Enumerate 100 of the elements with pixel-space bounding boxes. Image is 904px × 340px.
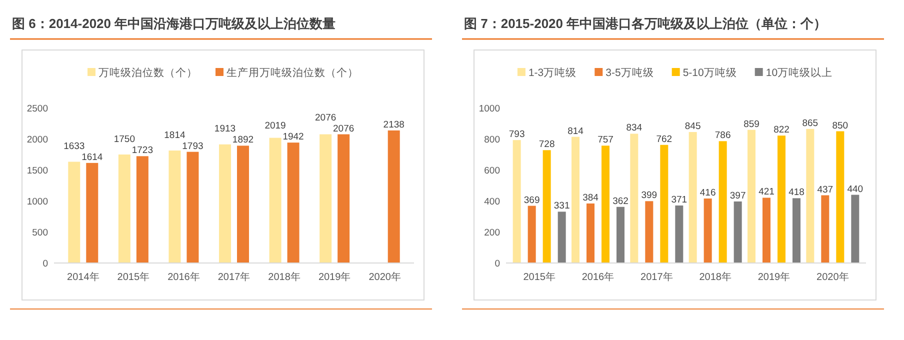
y-tick-label: 2000 [26,134,48,146]
y-tick-label: 500 [32,228,48,238]
x-tick-label: 2014年 [67,271,100,283]
x-tick-label: 2015年 [523,271,556,283]
y-tick-label: 1000 [26,196,48,208]
data-label: 793 [508,129,525,140]
bar [388,130,400,263]
x-tick-label: 2015年 [117,271,150,283]
x-tick-label: 2017年 [640,271,673,283]
data-label: 762 [656,134,672,145]
bar [168,150,181,263]
data-label: 786 [714,130,731,142]
data-label: 1723 [132,145,153,156]
bar [287,142,300,263]
data-label: 371 [671,194,688,206]
bar [68,162,80,263]
legend-label: 1-3万吨级 [528,66,577,79]
bar [186,152,199,263]
data-label: 1633 [64,140,85,152]
data-label: 2076 [315,112,336,124]
bar [269,138,282,263]
data-label: 1793 [182,140,204,152]
data-label: 2019 [264,120,286,132]
bar [586,203,594,263]
data-label: 845 [684,121,701,132]
data-label: 1614 [82,152,103,163]
bar [762,198,770,263]
x-tick-label: 2019年 [318,271,351,283]
bar [320,134,332,263]
legend-label: 3-5万吨级 [606,66,654,79]
bar [542,150,551,263]
y-tick-label: 400 [484,196,500,208]
bar [704,198,712,263]
y-tick-label: 1500 [26,166,48,176]
data-label: 397 [730,190,746,202]
bar [219,144,231,263]
x-tick-label: 2019年 [758,271,790,283]
y-tick-label: 600 [484,166,500,176]
data-label: 757 [598,134,614,146]
bar [688,132,697,263]
data-label: 369 [524,194,540,206]
y-tick-label: 0 [494,258,500,270]
bar [602,146,610,263]
bar [558,212,566,263]
data-label: 1913 [214,124,236,135]
chart-title: 图 7：2015-2020 年中国港口各万吨级及以上泊位（单位：个） [464,16,827,31]
x-tick-label: 2016年 [168,271,200,283]
bar [748,130,756,263]
legend-label: 万吨级泊位数（个） [98,66,198,79]
bar [237,146,249,263]
x-tick-label: 2020年 [816,271,849,283]
bar [851,194,860,263]
data-label: 2076 [333,123,354,134]
x-tick-label: 2017年 [218,271,250,283]
legend-label: 5-10万吨级 [682,66,737,79]
bar [338,134,350,263]
bar [836,131,844,263]
x-tick-label: 2016年 [582,271,614,283]
data-label: 822 [774,124,790,136]
data-label: 416 [700,188,716,199]
y-tick-label: 200 [484,228,500,238]
y-tick-label: 800 [484,134,500,146]
legend-label: 10万吨级以上 [766,66,833,79]
data-label: 865 [802,118,818,129]
y-tick-label: 1000 [478,104,500,114]
y-tick-label: 2500 [26,104,48,114]
x-tick-label: 2020年 [368,271,401,283]
data-label: 362 [612,196,628,207]
data-label: 440 [847,184,864,195]
data-label: 418 [788,187,804,198]
data-label: 1750 [114,134,135,146]
bar [821,195,830,263]
data-label: 1814 [164,130,186,141]
x-tick-label: 2018年 [699,271,732,283]
x-tick-label: 2018年 [268,271,300,283]
bar [136,156,148,263]
bar [660,144,668,263]
bar [630,134,638,263]
data-label: 331 [554,200,570,212]
data-label: 1892 [232,134,254,146]
chart-title: 图 6：2014-2020 年中国沿海港口万吨级及以上泊位数量 [12,16,336,31]
bar [86,162,98,263]
data-label: 859 [744,118,760,130]
data-label: 437 [817,184,834,196]
bar [572,136,580,263]
bar [718,141,727,263]
bar [675,205,684,263]
bar [528,206,536,263]
data-label: 834 [626,122,642,134]
bar [512,140,521,263]
bar [645,201,654,263]
data-label: 399 [641,190,658,202]
data-label: 1942 [282,132,304,143]
bar [778,136,786,263]
bar [118,154,130,263]
data-label: 814 [568,126,584,137]
bar [806,128,814,263]
y-tick-label: 0 [42,258,48,270]
data-label: 2138 [383,119,404,130]
data-label: 384 [582,192,598,204]
